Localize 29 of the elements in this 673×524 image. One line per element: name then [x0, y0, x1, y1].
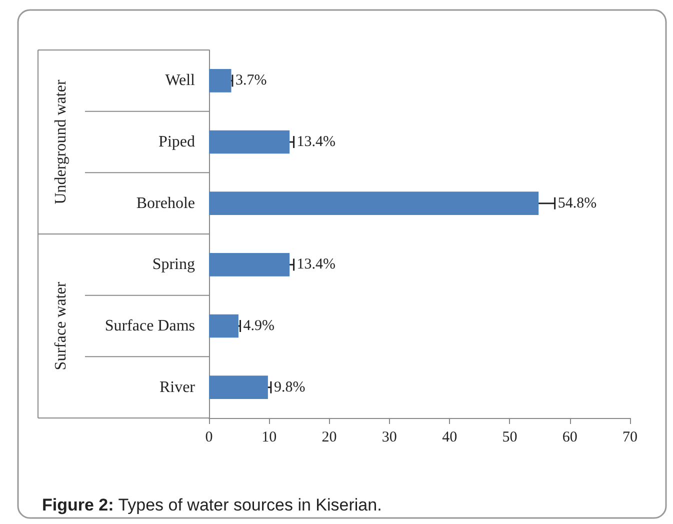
y-tick-label: Piped	[158, 134, 195, 150]
data-label: 54.8%	[558, 195, 597, 212]
x-tick-label: 0	[205, 430, 213, 446]
bar	[209, 130, 290, 154]
x-tick-label: 60	[562, 430, 578, 446]
x-tick-label: 40	[442, 430, 458, 446]
data-label: 9.8%	[274, 379, 306, 396]
data-label: 13.4%	[296, 256, 336, 273]
x-tick-label: 30	[382, 430, 397, 446]
x-tick-label: 20	[322, 430, 337, 446]
text: Underground water	[52, 79, 70, 204]
x-tick-label: 50	[502, 430, 518, 446]
x-tick-label: 10	[262, 430, 277, 446]
bar	[209, 69, 232, 92]
data-label: 13.4%	[296, 134, 336, 150]
bar	[209, 376, 268, 399]
y-tick-label: Borehole	[136, 194, 195, 212]
x-tick-label: 70	[622, 430, 638, 446]
data-label: 4.9%	[243, 318, 275, 334]
text: Figure 2: Types of water sources in Kiserian.	[42, 496, 382, 514]
y-tick-label: Surface Dams	[104, 318, 195, 334]
data-label: 3.7%	[235, 72, 267, 89]
bar	[209, 192, 539, 215]
bar	[209, 314, 238, 338]
y-tick-label: River	[159, 378, 196, 396]
bar	[209, 253, 290, 276]
y-tick-label: Well	[165, 72, 196, 90]
text: Surface water	[52, 281, 70, 370]
y-tick-label: Spring	[152, 256, 195, 274]
